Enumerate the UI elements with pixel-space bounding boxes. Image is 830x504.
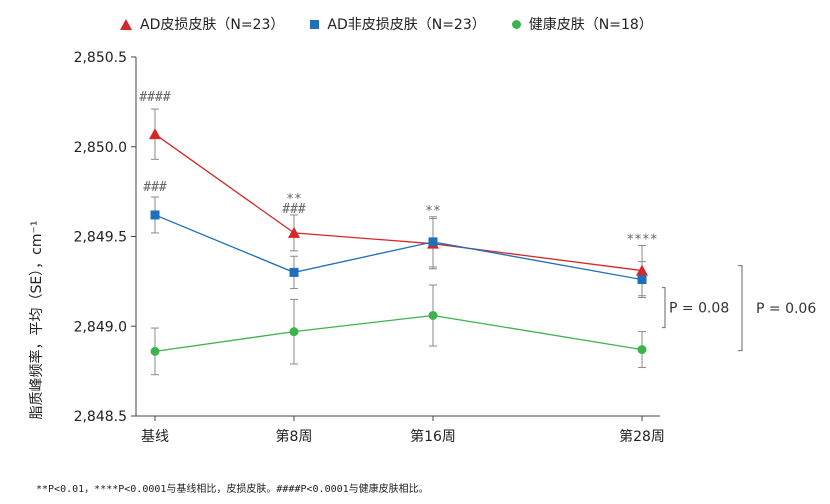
significance-annotation: ###: [143, 180, 167, 195]
data-point-triangle: [636, 264, 648, 276]
chart-plot: 2,848.5 2,849.0 2,849.5 2,850.0 2,850.5 基线 第8周…: [74, 50, 817, 445]
bracket-p006: [738, 265, 743, 352]
data-point-circle: [637, 345, 647, 355]
significance-annotation: ****: [626, 232, 657, 247]
data-point-circle: [428, 310, 438, 320]
significance-annotation: **: [425, 204, 441, 219]
significance-annotation: ###: [282, 202, 306, 217]
bracket-p008: [662, 287, 666, 329]
legend-label-healthy: 健康皮肤（N=18）: [528, 17, 653, 33]
series-line: [154, 314, 643, 353]
x-tick-label: 第16周: [410, 428, 456, 445]
y-tick-label: 2,848.5: [74, 409, 127, 425]
legend-label-ad-nonlesional: AD非皮损皮肤（N=23）: [327, 17, 486, 33]
y-tick-label: 2,850.0: [74, 140, 127, 156]
significance-annotation: **: [286, 192, 302, 207]
data-point-triangle: [149, 128, 161, 140]
legend-item-healthy: 健康皮肤（N=18）: [511, 14, 653, 34]
y-tick-label: 2,849.5: [74, 230, 127, 246]
data-point-square: [289, 267, 299, 277]
legend-item-ad-nonlesional: AD非皮损皮肤（N=23）: [310, 14, 486, 34]
y-tick-label: 2,849.0: [74, 319, 127, 335]
legend-label-ad-lesional: AD皮损皮肤（N=23）: [140, 17, 285, 33]
data-point-circle: [150, 346, 160, 356]
data-point-square: [637, 275, 647, 285]
series-line: [154, 214, 643, 281]
p-value-label: P = 0.08: [669, 301, 729, 317]
triangle-marker-icon: [120, 18, 132, 30]
legend-item-ad-lesional: AD皮损皮肤（N=23）: [120, 14, 284, 34]
data-point-square: [150, 210, 160, 220]
square-marker-icon: [310, 19, 320, 29]
p-value-label: P = 0.06: [756, 301, 816, 317]
x-tick-label: 基线: [141, 428, 169, 445]
data-point-circle: [289, 327, 299, 337]
data-point-square: [428, 237, 438, 247]
data-point-triangle: [288, 226, 300, 238]
footnote: **P<0.01，****P<0.0001与基线相比，皮损皮肤。####P<0.…: [36, 484, 429, 495]
legend: AD皮损皮肤（N=23） AD非皮损皮肤（N=23） 健康皮肤（N=18）: [120, 14, 653, 34]
y-tick-label: 2,850.5: [74, 50, 127, 66]
significance-annotation: ####: [139, 90, 170, 105]
x-tick-label: 第8周: [276, 428, 313, 445]
series-line: [154, 133, 643, 272]
x-tick-label: 第28周: [619, 428, 665, 445]
circle-marker-icon: [511, 19, 521, 29]
